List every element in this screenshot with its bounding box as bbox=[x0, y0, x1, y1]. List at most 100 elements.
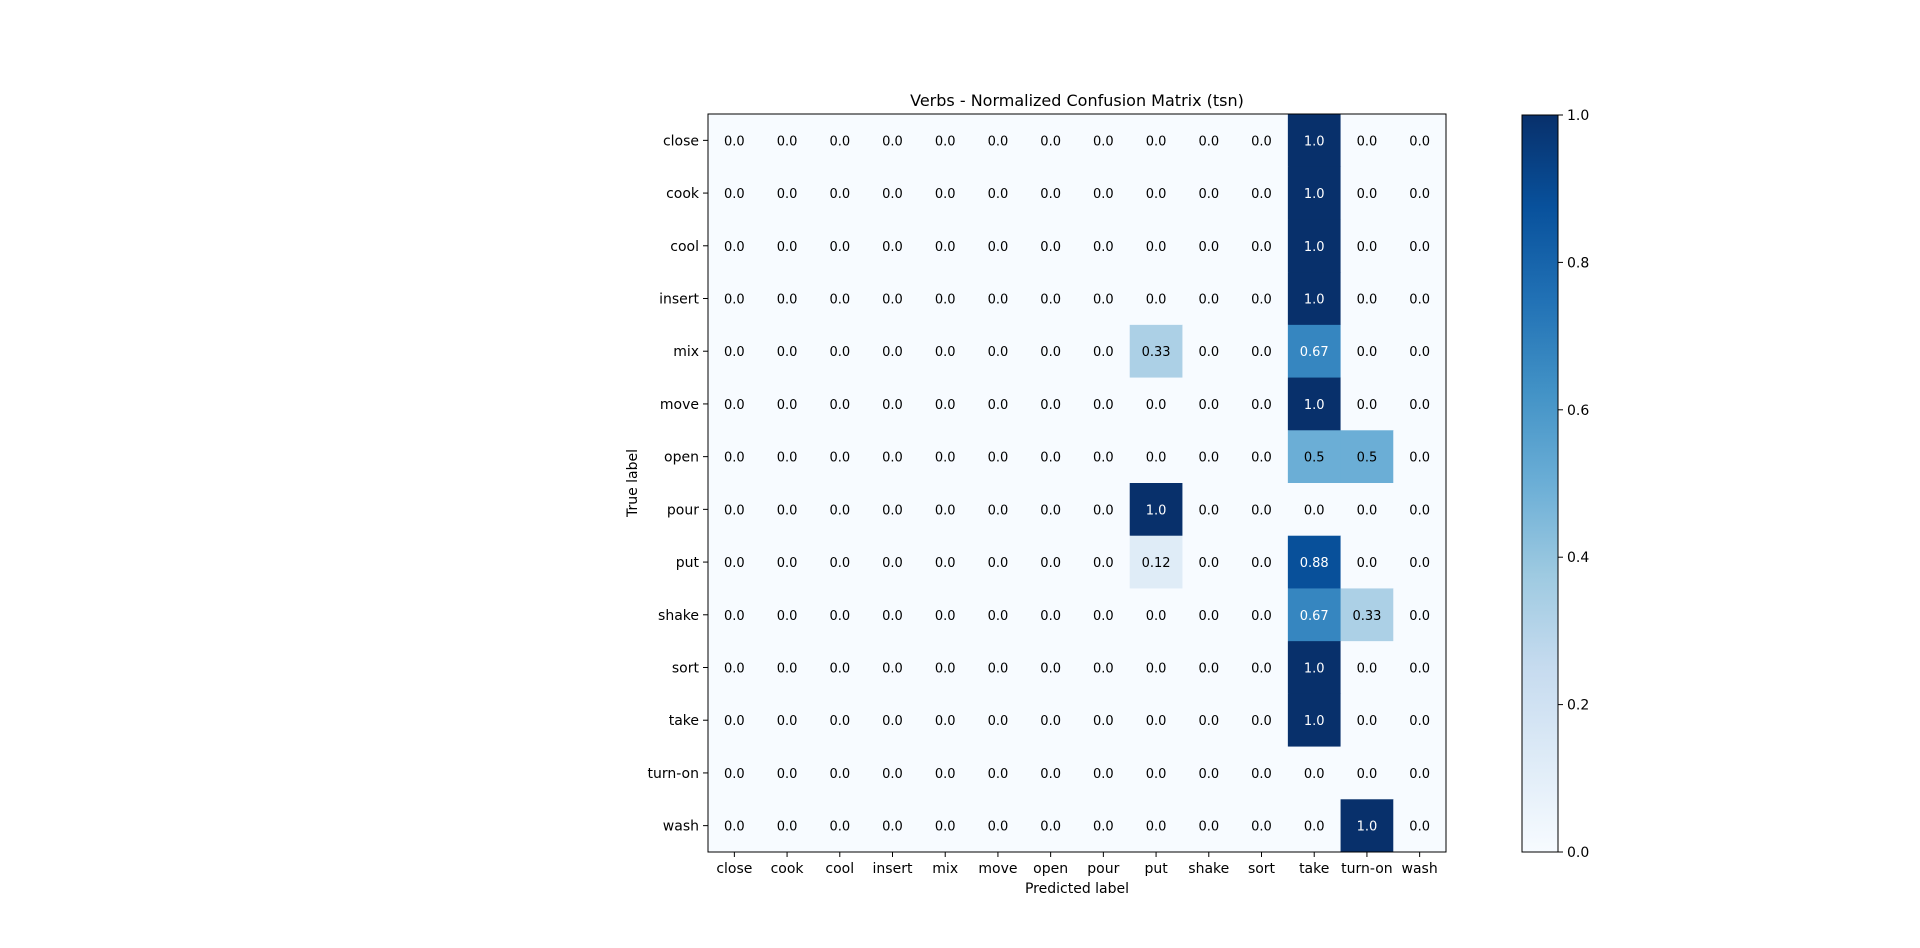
heatmap-cell bbox=[760, 483, 814, 537]
cell-value-label: 0.0 bbox=[988, 820, 1009, 835]
heatmap-cell bbox=[708, 799, 762, 853]
cell-value-label: 0.0 bbox=[1146, 293, 1167, 308]
heatmap-cell bbox=[1340, 799, 1394, 853]
cell-value-label: 0.0 bbox=[935, 134, 956, 149]
heatmap-cell bbox=[1024, 219, 1078, 273]
cell-value-label: 1.0 bbox=[1304, 293, 1325, 308]
heatmap-cells bbox=[708, 114, 1447, 853]
x-tick-label: cook bbox=[771, 861, 805, 877]
heatmap-cell bbox=[1393, 324, 1447, 379]
cell-value-label: 0.0 bbox=[777, 345, 798, 360]
heatmap-cell bbox=[1235, 693, 1289, 748]
cell-value-label: 0.0 bbox=[1357, 293, 1378, 308]
heatmap-cell bbox=[866, 693, 920, 748]
cell-value-label: 0.0 bbox=[1040, 398, 1061, 413]
colorbar-tick-label: 0.0 bbox=[1567, 845, 1589, 861]
plot-frame bbox=[707, 113, 1447, 853]
cell-value-label: 0.0 bbox=[882, 714, 903, 729]
heatmap-cell bbox=[813, 535, 867, 589]
heatmap-cell bbox=[1287, 430, 1342, 484]
cell-value-label: 0.0 bbox=[1146, 767, 1167, 782]
heatmap-cell bbox=[918, 693, 973, 748]
heatmap-cell bbox=[708, 114, 762, 168]
heatmap-cell bbox=[1287, 483, 1342, 537]
cell-value-label: 0.0 bbox=[1040, 714, 1061, 729]
cell-value-label: 0.0 bbox=[935, 451, 956, 466]
heatmap-cell bbox=[971, 166, 1025, 220]
heatmap-cell bbox=[1182, 588, 1236, 642]
heatmap-cell bbox=[1077, 746, 1131, 800]
cell-value-label: 0.0 bbox=[777, 134, 798, 149]
cell-value-label: 0.0 bbox=[1357, 503, 1378, 518]
cell-value-label: 0.5 bbox=[1357, 451, 1378, 466]
heatmap-cell bbox=[1393, 588, 1447, 642]
cell-value-label: 0.0 bbox=[882, 767, 903, 782]
heatmap-cell bbox=[708, 588, 762, 642]
heatmap-cell bbox=[813, 746, 867, 800]
cell-value-label: 0.0 bbox=[777, 820, 798, 835]
y-tick-label: cool bbox=[670, 239, 699, 255]
heatmap-cell bbox=[813, 324, 867, 379]
y-tick-label: insert bbox=[659, 292, 699, 308]
heatmap-cell bbox=[760, 272, 814, 326]
cell-value-label: 0.0 bbox=[1146, 451, 1167, 466]
cell-value-label: 0.0 bbox=[1146, 187, 1167, 202]
cell-value-label: 0.0 bbox=[1146, 398, 1167, 413]
cell-value-label: 0.0 bbox=[829, 451, 850, 466]
heatmap-cell bbox=[1340, 114, 1394, 168]
heatmap-cell bbox=[1077, 324, 1131, 379]
heatmap-cell bbox=[1024, 746, 1078, 800]
cell-value-label: 0.0 bbox=[988, 187, 1009, 202]
heatmap-cell bbox=[813, 799, 867, 853]
y-tick-label: sort bbox=[672, 661, 700, 677]
cell-value-label: 0.0 bbox=[988, 556, 1009, 571]
cell-value-label: 0.0 bbox=[1040, 293, 1061, 308]
heatmap-cell bbox=[918, 430, 973, 484]
heatmap-cell bbox=[1182, 272, 1236, 326]
heatmap-cell bbox=[813, 430, 867, 484]
cell-value-label: 0.0 bbox=[1251, 398, 1272, 413]
cell-value-label: 0.0 bbox=[935, 345, 956, 360]
x-tick-label: open bbox=[1033, 861, 1068, 877]
cell-value-label: 0.0 bbox=[1146, 714, 1167, 729]
heatmap-cell bbox=[1077, 641, 1131, 695]
heatmap-cell bbox=[813, 588, 867, 642]
cell-value-label: 0.0 bbox=[777, 662, 798, 677]
cell-value-label: 0.0 bbox=[1040, 345, 1061, 360]
heatmap-cell bbox=[1182, 219, 1236, 273]
cell-value-label: 0.0 bbox=[724, 767, 745, 782]
cell-value-label: 0.0 bbox=[1357, 767, 1378, 782]
heatmap-cell bbox=[918, 272, 973, 326]
heatmap-cell bbox=[813, 483, 867, 537]
heatmap-cell bbox=[813, 377, 867, 431]
heatmap-cell bbox=[1077, 483, 1131, 537]
heatmap-cell bbox=[1393, 483, 1447, 537]
y-tick-label: open bbox=[664, 450, 699, 466]
x-tick-label: sort bbox=[1248, 861, 1276, 877]
cell-value-label: 0.0 bbox=[1198, 451, 1219, 466]
heatmap-cell bbox=[1340, 588, 1394, 642]
heatmap-cell bbox=[918, 746, 973, 800]
heatmap-cell bbox=[708, 219, 762, 273]
cell-value-label: 0.0 bbox=[829, 609, 850, 624]
heatmap-cell bbox=[1235, 272, 1289, 326]
heatmap-cell bbox=[1287, 272, 1342, 326]
colorbar: 0.0 0.2 0.4 0.6 0.8 1.0 bbox=[1521, 108, 1589, 861]
cell-value-label: 0.0 bbox=[724, 609, 745, 624]
cell-value-label: 0.0 bbox=[1357, 187, 1378, 202]
cell-value-label: 0.0 bbox=[777, 767, 798, 782]
cell-value-label: 0.0 bbox=[1251, 609, 1272, 624]
heatmap-cell bbox=[971, 272, 1025, 326]
cell-value-label: 0.0 bbox=[1093, 345, 1114, 360]
heatmap-cell bbox=[918, 799, 973, 853]
cell-value-label: 0.0 bbox=[829, 187, 850, 202]
heatmap-cell bbox=[1182, 114, 1236, 168]
x-axis-ticks: close cook cool insert mix move open pour put sha… bbox=[716, 852, 1438, 877]
cell-value-label: 0.0 bbox=[724, 187, 745, 202]
colorbar-tick-label: 0.4 bbox=[1567, 550, 1589, 566]
heatmap-cell bbox=[708, 746, 762, 800]
cell-value-label: 0.0 bbox=[777, 187, 798, 202]
cell-value-label: 0.12 bbox=[1142, 556, 1171, 571]
heatmap-cell bbox=[866, 324, 920, 379]
heatmap-cell bbox=[813, 219, 867, 273]
